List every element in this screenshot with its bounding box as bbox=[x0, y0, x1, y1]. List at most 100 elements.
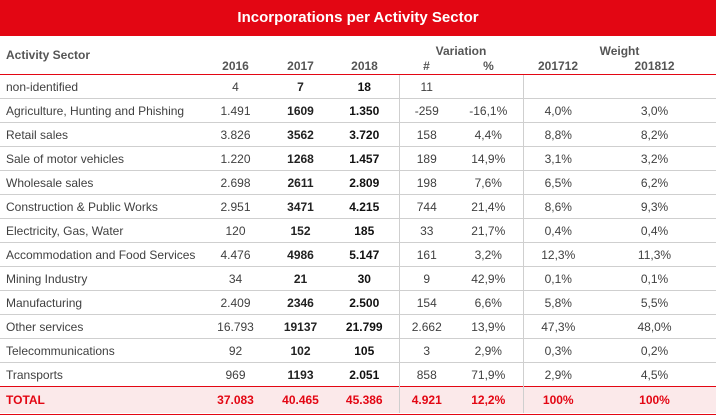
cell-sector: Construction & Public Works bbox=[0, 194, 200, 219]
cell-2017: 7 bbox=[271, 74, 330, 99]
cell-variation-pct: 6,6% bbox=[454, 290, 523, 315]
cell-variation-pct bbox=[454, 74, 523, 99]
cell-2017: 3471 bbox=[271, 194, 330, 219]
cell-sector: Telecommunications bbox=[0, 338, 200, 363]
cell-weight-201812: 5,5% bbox=[593, 290, 716, 315]
cell-variation-abs: 3 bbox=[398, 338, 454, 363]
cell-weight-201712: 8,6% bbox=[522, 194, 593, 219]
cell-2016: 4 bbox=[200, 74, 271, 99]
total-cell-variation-pct: 12,2% bbox=[454, 386, 523, 413]
cell-variation-abs: 161 bbox=[398, 242, 454, 267]
total-row: TOTAL 37.083 40.465 45.386 4.921 12,2% 100% 100… bbox=[0, 386, 716, 413]
cell-weight-201712: 2,9% bbox=[522, 362, 593, 387]
header-variation-abs: # bbox=[399, 58, 454, 75]
cell-sector: Manufacturing bbox=[0, 290, 200, 315]
cell-sector: non-identified bbox=[0, 74, 200, 99]
cell-weight-201812: 48,0% bbox=[593, 314, 716, 339]
total-cell-sector: TOTAL bbox=[0, 386, 200, 413]
cell-2016: 2.409 bbox=[200, 290, 271, 315]
total-cell-variation-abs: 4.921 bbox=[398, 386, 454, 413]
header-2016: 2016 bbox=[200, 58, 271, 75]
cell-sector: Retail sales bbox=[0, 122, 200, 147]
cell-2017: 152 bbox=[271, 218, 330, 243]
cell-2018: 21.799 bbox=[330, 314, 399, 339]
cell-2018: 105 bbox=[330, 338, 399, 363]
cell-sector: Wholesale sales bbox=[0, 170, 200, 195]
cell-2017: 3562 bbox=[271, 122, 330, 147]
cell-weight-201812: 3,2% bbox=[593, 146, 716, 171]
cell-2017: 4986 bbox=[271, 242, 330, 267]
cell-weight-201712: 6,5% bbox=[522, 170, 593, 195]
header-weight-201812: 201812 bbox=[593, 58, 716, 75]
cell-weight-201712: 0,3% bbox=[522, 338, 593, 363]
cell-variation-pct: 4,4% bbox=[454, 122, 523, 147]
cell-weight-201812: 8,2% bbox=[593, 122, 716, 147]
cell-2018: 1.350 bbox=[330, 98, 399, 123]
cell-variation-abs: 744 bbox=[398, 194, 454, 219]
total-cell-2017: 40.465 bbox=[271, 386, 330, 413]
cell-variation-pct: 71,9% bbox=[454, 362, 523, 387]
cell-variation-abs: 198 bbox=[398, 170, 454, 195]
cell-2016: 1.220 bbox=[200, 146, 271, 171]
cell-2017: 1609 bbox=[271, 98, 330, 123]
cell-2016: 120 bbox=[200, 218, 271, 243]
cell-weight-201712: 3,1% bbox=[522, 146, 593, 171]
total-cell-weight-201812: 100% bbox=[593, 386, 716, 413]
header-weight-201712: 201712 bbox=[523, 58, 593, 75]
cell-sector: Electricity, Gas, Water bbox=[0, 218, 200, 243]
cell-weight-201712: 4,0% bbox=[522, 98, 593, 123]
cell-2016: 4.476 bbox=[200, 242, 271, 267]
cell-2018: 2.809 bbox=[330, 170, 399, 195]
cell-variation-pct: 3,2% bbox=[454, 242, 523, 267]
cell-2018: 2.500 bbox=[330, 290, 399, 315]
cell-weight-201712: 8,8% bbox=[522, 122, 593, 147]
header-weight: Weight bbox=[599, 44, 640, 58]
table-row: Retail sales 3.826 3562 3.720 158 4,4% 8,8% 8,2… bbox=[0, 122, 716, 147]
table-row: Wholesale sales 2.698 2611 2.809 198 7,6% 6,5%… bbox=[0, 170, 716, 195]
cell-variation-abs: 154 bbox=[398, 290, 454, 315]
cell-weight-201712: 5,8% bbox=[522, 290, 593, 315]
cell-sector: Other services bbox=[0, 314, 200, 339]
cell-variation-pct: 21,7% bbox=[454, 218, 523, 243]
total-cell-2016: 37.083 bbox=[200, 386, 271, 413]
table-row: Telecommunications 92 102 105 3 2,9% 0,3% 0,2% bbox=[0, 338, 716, 363]
cell-2016: 2.698 bbox=[200, 170, 271, 195]
cell-2017: 21 bbox=[271, 266, 330, 291]
cell-2018: 2.051 bbox=[330, 362, 399, 387]
cell-2017: 19137 bbox=[271, 314, 330, 339]
cell-2016: 92 bbox=[200, 338, 271, 363]
table-row: Mining Industry 34 21 30 9 42,9% 0,1% 0,1% bbox=[0, 266, 716, 291]
table-row: Agriculture, Hunting and Phishing 1.491 16… bbox=[0, 98, 716, 123]
cell-variation-abs: 9 bbox=[398, 266, 454, 291]
cell-weight-201712: 47,3% bbox=[522, 314, 593, 339]
cell-2016: 16.793 bbox=[200, 314, 271, 339]
cell-sector: Agriculture, Hunting and Phishing bbox=[0, 98, 200, 123]
cell-weight-201812: 0,2% bbox=[593, 338, 716, 363]
cell-variation-pct: 42,9% bbox=[454, 266, 523, 291]
cell-weight-201812: 11,3% bbox=[593, 242, 716, 267]
cell-sector: Transports bbox=[0, 362, 200, 387]
total-cell-2018: 45.386 bbox=[330, 386, 399, 413]
bottom-rule bbox=[0, 414, 716, 415]
cell-variation-pct: -16,1% bbox=[454, 98, 523, 123]
cell-variation-abs: 2.662 bbox=[398, 314, 454, 339]
cell-2017: 2611 bbox=[271, 170, 330, 195]
cell-2018: 30 bbox=[330, 266, 399, 291]
cell-2016: 1.491 bbox=[200, 98, 271, 123]
cell-weight-201812: 0,4% bbox=[593, 218, 716, 243]
cell-2016: 34 bbox=[200, 266, 271, 291]
cell-2018: 1.457 bbox=[330, 146, 399, 171]
cell-2017: 1268 bbox=[271, 146, 330, 171]
cell-weight-201712 bbox=[522, 74, 593, 99]
cell-2017: 102 bbox=[271, 338, 330, 363]
cell-variation-abs: 158 bbox=[398, 122, 454, 147]
cell-weight-201712: 0,1% bbox=[522, 266, 593, 291]
cell-variation-pct: 7,6% bbox=[454, 170, 523, 195]
cell-2018: 4.215 bbox=[330, 194, 399, 219]
cell-sector: Sale of motor vehicles bbox=[0, 146, 200, 171]
total-cell-weight-201712: 100% bbox=[522, 386, 593, 413]
table-row: non-identified 4 7 18 11 bbox=[0, 74, 716, 99]
cell-variation-pct: 2,9% bbox=[454, 338, 523, 363]
table-row: Accommodation and Food Services 4.476 4986… bbox=[0, 242, 716, 267]
